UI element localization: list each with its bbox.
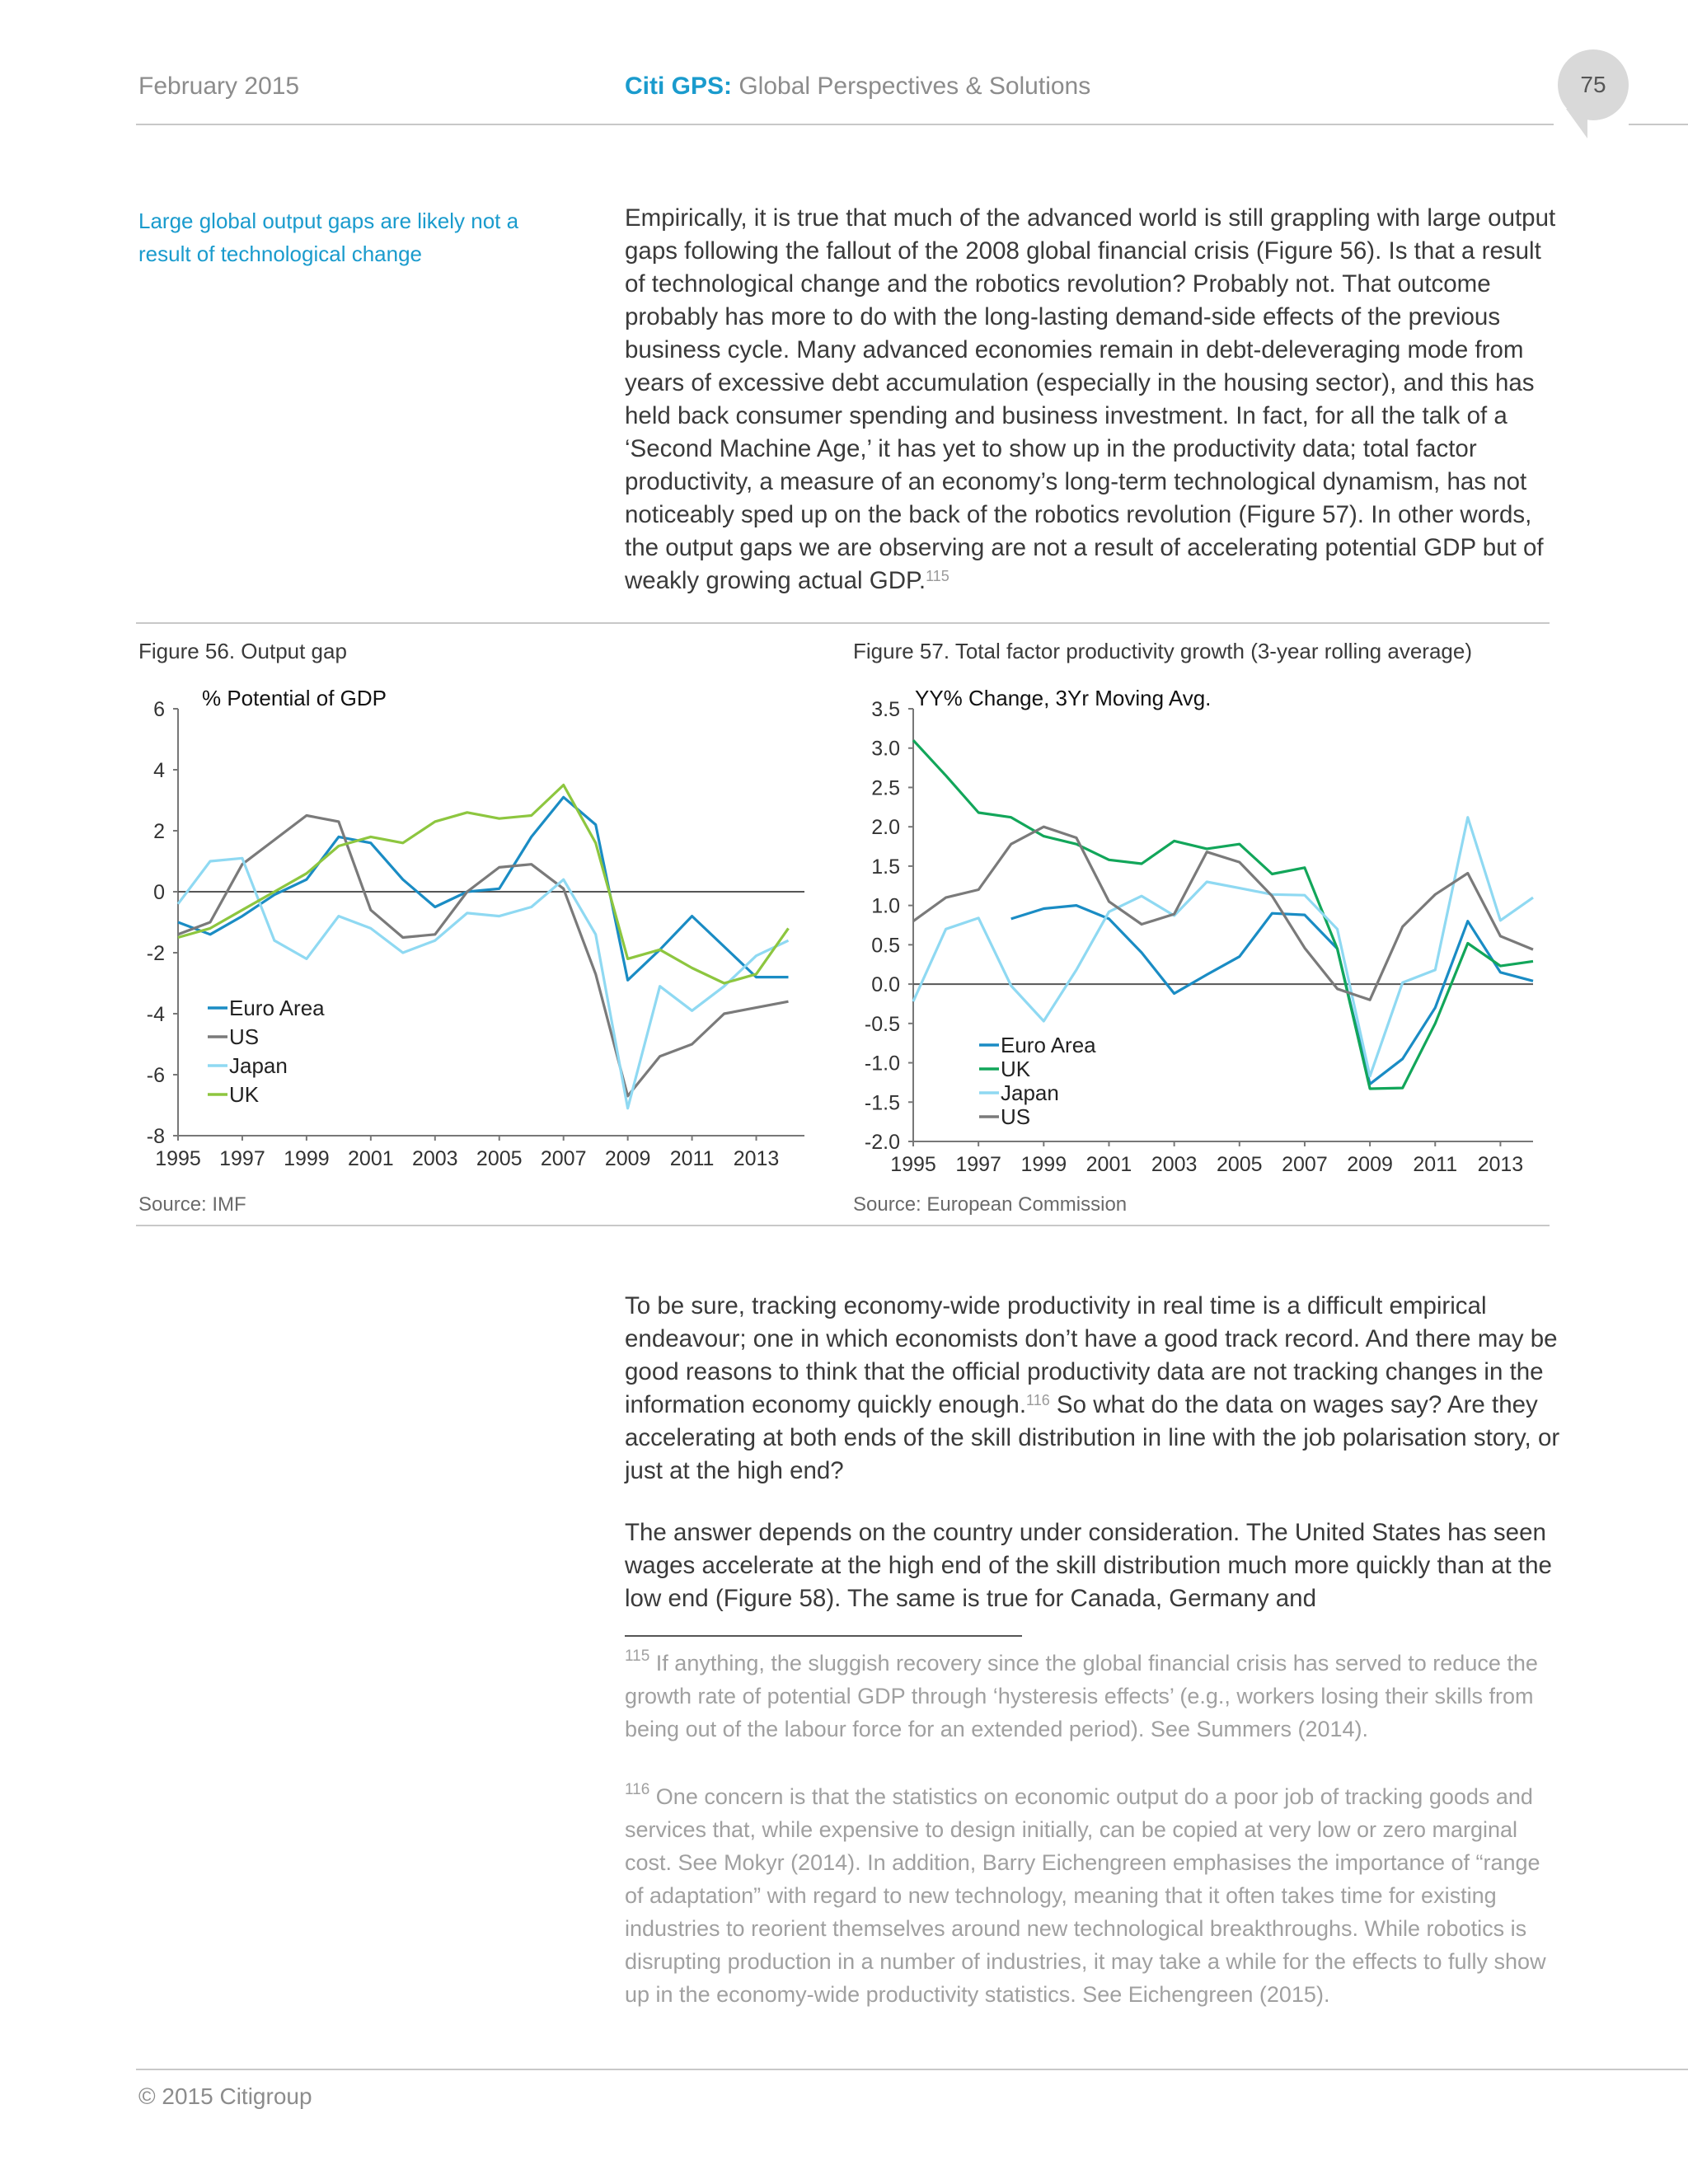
paragraph-text: So what do the data on wages say? Are th…: [625, 1391, 1560, 1484]
y-tick-label: 3.0: [871, 738, 900, 761]
x-tick-label: 2009: [605, 1147, 651, 1170]
legend-label: US: [229, 1024, 259, 1049]
x-tick-label: 1999: [1021, 1153, 1067, 1176]
x-tick-label: 1995: [890, 1153, 936, 1176]
footnote-text: One concern is that the statistics on ec…: [625, 1784, 1546, 2007]
y-tick-label: 0.0: [871, 973, 900, 996]
footer-divider: [136, 2069, 1688, 2070]
footer-copyright: © 2015 Citigroup: [138, 2083, 312, 2109]
series-line-euro-area: [177, 795, 789, 982]
figure-bottom-rule: [136, 1225, 1550, 1226]
header-date: February 2015: [138, 73, 300, 100]
y-tick-label: 0.5: [871, 934, 900, 957]
x-tick-label: 2005: [1217, 1153, 1263, 1176]
legend-label: UK: [1001, 1057, 1031, 1081]
figure-top-rule: [136, 622, 1550, 624]
series-line-uk: [177, 783, 790, 985]
y-tick-label: -2.0: [865, 1131, 900, 1154]
y-tick-label: -6: [147, 1064, 165, 1087]
x-tick-label: 2001: [1086, 1153, 1132, 1176]
y-tick-label: -1.0: [865, 1052, 900, 1076]
figure-56-title: Figure 56. Output gap: [138, 639, 347, 663]
x-tick-label: 1997: [955, 1153, 1001, 1176]
footnote-text: If anything, the sluggish recovery since…: [625, 1651, 1538, 1741]
header-subtitle: Global Perspectives & Solutions: [732, 73, 1091, 100]
header-divider: [136, 124, 1554, 125]
y-tick-label: 1.5: [871, 855, 900, 879]
x-tick-label: 2013: [734, 1147, 780, 1170]
y-tick-label: -0.5: [865, 1013, 900, 1036]
footnote-number: 115: [625, 1647, 650, 1665]
legend-label: UK: [229, 1082, 260, 1107]
x-tick-label: 2007: [541, 1147, 587, 1170]
header-title: Citi GPS: Global Perspectives & Solution…: [625, 73, 1090, 101]
y-tick-label: 2.0: [871, 816, 900, 839]
series-line-uk: [912, 739, 1534, 1090]
series-line-us: [177, 813, 789, 1098]
footnote-ref-115[interactable]: 115: [926, 568, 950, 584]
y-tick-label: 4: [153, 759, 165, 782]
legend-label: Japan: [229, 1053, 288, 1078]
y-tick-label: -8: [147, 1125, 165, 1148]
header-divider-right: [1629, 124, 1688, 125]
figure-56-source: Source: IMF: [138, 1193, 246, 1216]
body-paragraph-3: The answer depends on the country under …: [625, 1519, 1552, 1612]
series-line-us: [912, 825, 1534, 1001]
footnote-115: 115 If anything, the sluggish recovery s…: [625, 1647, 1560, 1746]
x-tick-label: 2003: [412, 1147, 458, 1170]
y-tick-label: -2: [147, 942, 165, 965]
sidebar-note: Large global output gaps are likely not …: [138, 209, 519, 266]
series-line-euro-area: [1010, 904, 1534, 1085]
x-tick-label: 1995: [155, 1147, 201, 1170]
footnote-divider: [625, 1635, 1022, 1637]
y-tick-label: 0: [153, 881, 165, 904]
body-paragraph-2: To be sure, tracking economy-wide produc…: [625, 1290, 1560, 1488]
legend-label: Euro Area: [229, 996, 325, 1020]
x-tick-label: 2011: [1413, 1153, 1457, 1176]
y-tick-label: 2.5: [871, 776, 900, 799]
footnote-116: 116 One concern is that the statistics o…: [625, 1780, 1560, 2011]
x-tick-label: 2007: [1282, 1153, 1328, 1176]
legend-label: Euro Area: [1001, 1033, 1096, 1057]
paragraph-text: To be sure, tracking economy-wide produc…: [625, 1292, 1558, 1418]
footnote-ref-116[interactable]: 116: [1026, 1392, 1050, 1408]
y-tick-label: -1.5: [865, 1091, 900, 1114]
x-tick-label: 2001: [348, 1147, 394, 1170]
legend-label: Japan: [1001, 1080, 1059, 1105]
x-tick-label: 2011: [670, 1147, 715, 1170]
figure-57-chart: 3.5 3.0 2.5 2.0 1.5 1.0 0.5 0.0 -0.5 -1.0 -1.5 -2.0…: [865, 686, 1534, 1176]
y-axis-label: YY% Change, 3Yr Moving Avg.: [915, 686, 1211, 710]
x-tick-label: 1997: [219, 1147, 265, 1170]
series-line-japan: [912, 816, 1534, 1078]
x-tick-label: 2003: [1151, 1153, 1198, 1176]
x-tick-label: 2013: [1478, 1153, 1524, 1176]
y-tick-label: 6: [153, 698, 165, 721]
paragraph-text: Empirically, it is true that much of the…: [625, 204, 1556, 594]
figure-57-title: Figure 57. Total factor productivity gro…: [853, 639, 1472, 663]
header-brand: Citi GPS:: [625, 73, 733, 100]
y-tick-label: 1.0: [871, 895, 900, 918]
footnote-number: 116: [625, 1781, 650, 1798]
series-line-japan: [176, 856, 790, 1110]
y-tick-label: -4: [147, 1003, 165, 1026]
page-number-badge: 75: [1558, 49, 1629, 120]
legend-label: US: [1001, 1104, 1030, 1129]
figure-57-source: Source: European Commission: [853, 1193, 1128, 1216]
body-paragraph-1: Empirically, it is true that much of the…: [625, 202, 1560, 598]
y-tick-label: 2: [153, 820, 165, 843]
x-tick-label: 1999: [284, 1147, 330, 1170]
y-axis-label: % Potential of GDP: [202, 686, 387, 710]
x-tick-label: 2005: [476, 1147, 523, 1170]
y-tick-label: 3.5: [871, 698, 900, 721]
x-tick-label: 2009: [1347, 1153, 1393, 1176]
